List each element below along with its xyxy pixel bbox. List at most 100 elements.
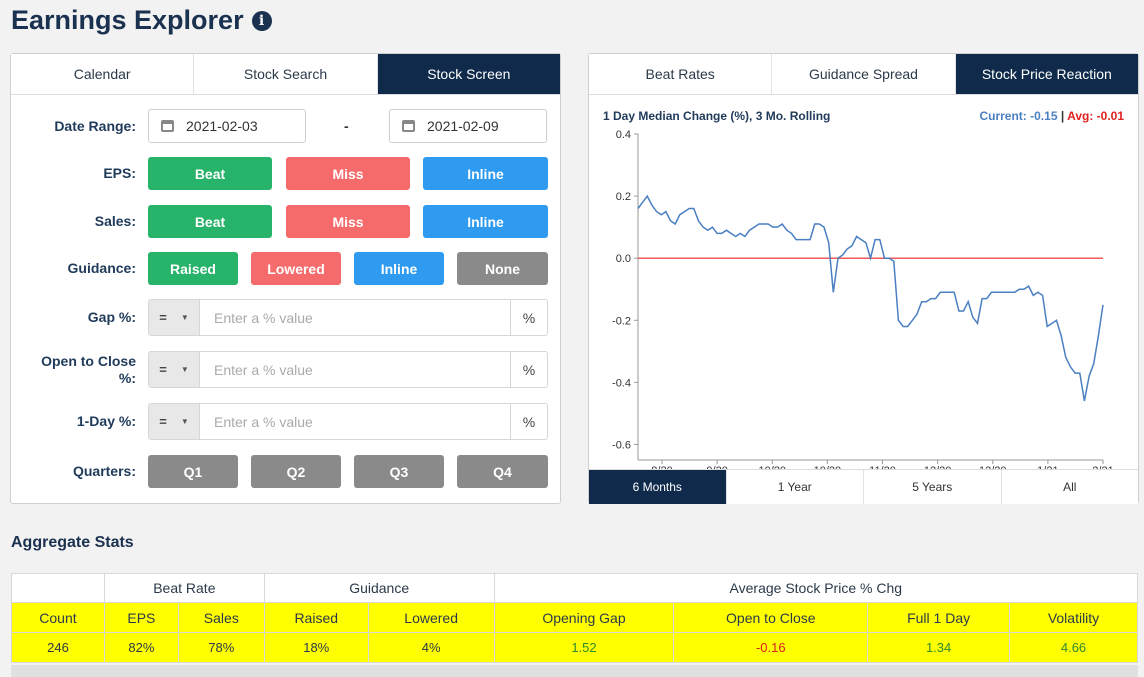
eps-label: EPS:: [103, 165, 136, 181]
header-count: Count: [11, 602, 105, 633]
info-icon[interactable]: i: [251, 10, 272, 31]
guidance-row: Guidance: Raised Lowered Inline None: [11, 252, 562, 285]
group-avg-chg: Average Stock Price % Chg: [493, 573, 1139, 603]
x-tick-label: 12/20: [979, 465, 1007, 469]
range-all[interactable]: All: [1001, 470, 1138, 504]
group-guidance: Guidance: [263, 573, 495, 603]
page-title-text: Earnings Explorer: [11, 5, 244, 35]
guidance-raised-button[interactable]: Raised: [148, 252, 238, 285]
chart-legend: Current: -0.15 | Avg: -0.01: [979, 109, 1124, 123]
guidance-lowered-button[interactable]: Lowered: [251, 252, 341, 285]
header-volatility: Volatility: [1009, 602, 1138, 633]
gap-operator-value: =: [159, 310, 167, 325]
guidance-inline-button[interactable]: Inline: [354, 252, 444, 285]
header-open-to-close: Open to Close: [673, 602, 869, 633]
tab-guidance-spread[interactable]: Guidance Spread: [772, 54, 956, 94]
x-tick-label: 1/21: [1037, 465, 1058, 469]
header-eps: EPS: [103, 602, 179, 633]
header-raised: Raised: [263, 602, 369, 633]
right-tab-bar: Beat Rates Guidance Spread Stock Price R…: [589, 54, 1138, 95]
legend-separator: |: [1057, 109, 1068, 123]
y-tick-label: 0.0: [616, 253, 631, 265]
value-eps: 82%: [103, 632, 179, 663]
sales-miss-button[interactable]: Miss: [286, 205, 410, 238]
value-opening-gap: 1.52: [493, 632, 675, 663]
y-tick-label: -0.2: [612, 315, 631, 327]
legend-avg: Avg: -0.01: [1067, 109, 1124, 123]
x-tick-label: 10/20: [758, 465, 786, 469]
x-tick-label: 11/20: [869, 465, 896, 469]
guidance-none-button[interactable]: None: [457, 252, 548, 285]
eps-beat-button[interactable]: Beat: [148, 157, 272, 190]
value-raised: 18%: [263, 632, 369, 663]
range-tab-bar: 6 Months 1 Year 5 Years All: [589, 469, 1138, 504]
date-range-row: Date Range: 2021-02-03 - 2021-02-09: [11, 109, 562, 143]
q2-button[interactable]: Q2: [251, 455, 341, 488]
caret-down-icon: ▼: [180, 313, 189, 322]
sales-inline-button[interactable]: Inline: [423, 205, 548, 238]
header-full-1-day: Full 1 Day: [867, 602, 1011, 633]
range-6-months[interactable]: 6 Months: [589, 470, 727, 504]
range-1-year[interactable]: 1 Year: [726, 470, 864, 504]
chart-panel: Beat Rates Guidance Spread Stock Price R…: [588, 53, 1139, 504]
q3-button[interactable]: Q3: [354, 455, 444, 488]
gap-operator-select[interactable]: = ▼: [149, 300, 200, 335]
y-tick-label: -0.6: [612, 439, 631, 451]
tab-stock-search[interactable]: Stock Search: [194, 54, 378, 94]
open-close-operator-select[interactable]: = ▼: [149, 352, 200, 387]
gap-input-group: = ▼ Enter a % value %: [148, 299, 548, 336]
tab-calendar[interactable]: Calendar: [11, 54, 195, 94]
x-tick-label: 2/21: [1092, 465, 1113, 469]
value-lowered: 4%: [367, 632, 495, 663]
stats-header-row: Count EPS Sales Raised Lowered Opening G…: [11, 602, 1138, 633]
x-tick-label: 8/20: [651, 465, 672, 469]
horizontal-scrollbar[interactable]: [11, 665, 1138, 677]
gap-input[interactable]: Enter a % value: [214, 309, 313, 326]
tab-stock-screen[interactable]: Stock Screen: [377, 54, 560, 94]
end-date-value: 2021-02-09: [427, 118, 499, 134]
page-title: Earnings Explorer i: [11, 5, 272, 36]
gap-label: Gap %:: [87, 309, 136, 325]
open-close-input[interactable]: Enter a % value: [214, 361, 313, 378]
y-tick-label: 0.2: [616, 191, 631, 203]
range-5-years[interactable]: 5 Years: [864, 470, 1002, 504]
quarters-label: Quarters:: [72, 463, 136, 479]
open-close-input-group: = ▼ Enter a % value %: [148, 351, 548, 388]
open-close-unit: %: [510, 352, 547, 387]
calendar-icon: [402, 120, 415, 132]
stats-value-row: 246 82% 78% 18% 4% 1.52 -0.16 1.34 4.66: [11, 632, 1138, 663]
stock-screen-panel: Calendar Stock Search Stock Screen Date …: [10, 53, 561, 504]
start-date-input[interactable]: 2021-02-03: [148, 109, 306, 143]
value-sales: 78%: [177, 632, 265, 663]
eps-miss-button[interactable]: Miss: [286, 157, 410, 190]
open-close-operator-value: =: [159, 362, 167, 377]
one-day-input-group: = ▼ Enter a % value %: [148, 403, 548, 440]
tab-stock-price-reaction[interactable]: Stock Price Reaction: [955, 54, 1138, 94]
sales-beat-button[interactable]: Beat: [148, 205, 272, 238]
one-day-input[interactable]: Enter a % value: [214, 413, 313, 430]
q4-button[interactable]: Q4: [457, 455, 548, 488]
value-full-1-day: 1.34: [867, 632, 1011, 663]
header-sales: Sales: [177, 602, 265, 633]
quarters-row: Quarters: Q1 Q2 Q3 Q4: [11, 455, 562, 488]
sales-row: Sales: Beat Miss Inline: [11, 205, 562, 238]
sales-label: Sales:: [94, 213, 136, 229]
one-day-operator-select[interactable]: = ▼: [149, 404, 200, 439]
guidance-label: Guidance:: [67, 260, 136, 276]
tab-beat-rates[interactable]: Beat Rates: [589, 54, 773, 94]
value-count: 246: [11, 632, 105, 663]
gap-row: Gap %: = ▼ Enter a % value %: [11, 299, 562, 336]
legend-current: Current: -0.15: [979, 109, 1058, 123]
caret-down-icon: ▼: [180, 365, 189, 374]
start-date-value: 2021-02-03: [186, 118, 258, 134]
open-close-row: Open to Close %: = ▼ Enter a % value %: [11, 351, 562, 388]
q1-button[interactable]: Q1: [148, 455, 238, 488]
eps-inline-button[interactable]: Inline: [423, 157, 548, 190]
one-day-operator-value: =: [159, 414, 167, 429]
open-close-label: Open to Close %:: [41, 352, 136, 386]
x-tick-label: 9/20: [706, 465, 727, 469]
x-tick-label: 12/20: [924, 465, 952, 469]
one-day-label: 1-Day %:: [76, 413, 136, 429]
end-date-input[interactable]: 2021-02-09: [389, 109, 547, 143]
group-beat-rate: Beat Rate: [103, 573, 265, 603]
